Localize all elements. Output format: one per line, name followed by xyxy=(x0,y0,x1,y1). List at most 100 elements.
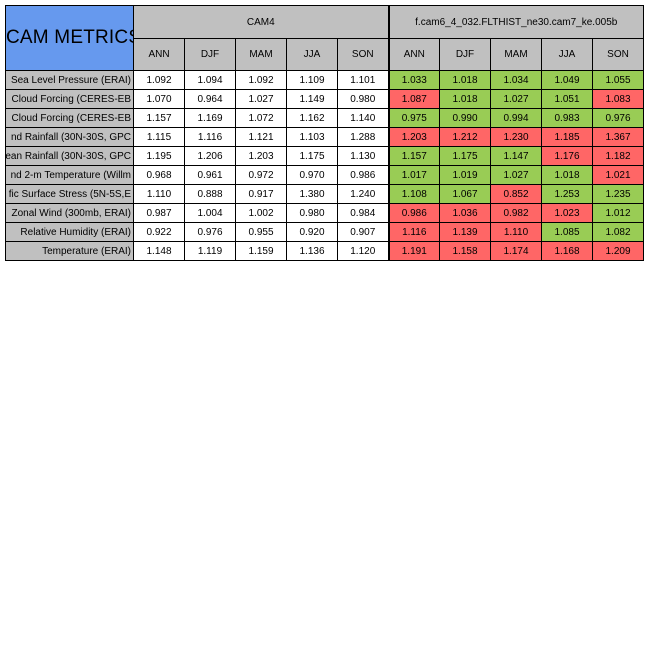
run-value-cell: 1.108 xyxy=(387,184,440,204)
row-label-text: Relative Humidity (ERAI) xyxy=(20,226,131,238)
run-value-cell: 1.116 xyxy=(387,222,440,242)
cam4-value-cell: 1.109 xyxy=(286,70,338,90)
run-value-cell: 0.994 xyxy=(490,108,542,128)
row-label-text: Temperature (ERAI) xyxy=(42,245,131,257)
run-value-cell: 1.027 xyxy=(490,165,542,185)
cam4-value-cell: 0.987 xyxy=(133,203,185,223)
table-row: nd Rainfall (30N-30S, GPC 1.115 1.116 1.121… xyxy=(5,127,644,147)
row-label-text: nd Rainfall (30N-30S, GPC xyxy=(10,131,131,143)
cam4-value-cell: 1.094 xyxy=(184,70,236,90)
cam4-value-cell: 1.195 xyxy=(133,146,185,166)
run-value-cell: 1.253 xyxy=(541,184,593,204)
row-label: Sea Level Pressure (ERAI) xyxy=(5,70,134,90)
cam4-value-cell: 0.922 xyxy=(133,222,185,242)
run-value-cell: 0.976 xyxy=(592,108,644,128)
run-value-cell: 1.209 xyxy=(592,241,644,261)
run-value-cell: 1.182 xyxy=(592,146,644,166)
metrics-table: CAM METRICS CAM4 f.cam6_4_032.FLTHIST_ne… xyxy=(5,5,644,261)
cam4-value-cell: 1.175 xyxy=(286,146,338,166)
run-value-cell: 1.185 xyxy=(541,127,593,147)
run-value-cell: 1.067 xyxy=(439,184,491,204)
row-label-text: fic Surface Stress (5N-5S,E xyxy=(8,188,131,200)
row-label-text: Cloud Forcing (CERES-EB xyxy=(11,112,131,124)
run-value-cell: 1.157 xyxy=(387,146,440,166)
cam4-value-cell: 1.162 xyxy=(286,108,338,128)
cam4-value-cell: 1.169 xyxy=(184,108,236,128)
cam4-value-cell: 0.976 xyxy=(184,222,236,242)
run-value-cell: 1.018 xyxy=(439,70,491,90)
run-value-cell: 1.158 xyxy=(439,241,491,261)
run-value-cell: 1.021 xyxy=(592,165,644,185)
table-row: Zonal Wind (300mb, ERAI) 0.987 1.004 1.002 0… xyxy=(5,203,644,223)
run-value-cell: 0.990 xyxy=(439,108,491,128)
cam4-value-cell: 1.121 xyxy=(235,127,287,147)
cam4-value-cell: 1.288 xyxy=(337,127,389,147)
row-label-text: Zonal Wind (300mb, ERAI) xyxy=(11,207,132,219)
row-label: nd Rainfall (30N-30S, GPC xyxy=(5,127,134,147)
row-label: ean Rainfall (30N-30S, GPC xyxy=(5,146,134,166)
cam4-value-cell: 1.159 xyxy=(235,241,287,261)
run-value-cell: 1.191 xyxy=(387,241,440,261)
run-value-cell: 1.019 xyxy=(439,165,491,185)
cam4-value-cell: 1.203 xyxy=(235,146,287,166)
cam4-value-cell: 1.148 xyxy=(133,241,185,261)
run-value-cell: 1.012 xyxy=(592,203,644,223)
cam4-value-cell: 0.972 xyxy=(235,165,287,185)
cam4-value-cell: 1.110 xyxy=(133,184,185,204)
cam4-value-cell: 0.968 xyxy=(133,165,185,185)
cam4-value-cell: 0.955 xyxy=(235,222,287,242)
row-label-text: ean Rainfall (30N-30S, GPC xyxy=(5,150,132,162)
run-value-cell: 1.230 xyxy=(490,127,542,147)
cam4-value-cell: 0.986 xyxy=(337,165,389,185)
run-value-cell: 1.168 xyxy=(541,241,593,261)
cam4-value-cell: 1.092 xyxy=(235,70,287,90)
run-value-cell: 1.176 xyxy=(541,146,593,166)
cam4-value-cell: 1.240 xyxy=(337,184,389,204)
run-value-cell: 1.027 xyxy=(490,89,542,109)
run-value-cell: 0.975 xyxy=(387,108,440,128)
cam4-value-cell: 1.149 xyxy=(286,89,338,109)
run-value-cell: 1.082 xyxy=(592,222,644,242)
cam4-value-cell: 1.380 xyxy=(286,184,338,204)
row-label-text: Sea Level Pressure (ERAI) xyxy=(10,74,131,86)
season-header-run-ann: ANN xyxy=(387,38,440,71)
table-row: Cloud Forcing (CERES-EB 1.157 1.169 1.072 1.… xyxy=(5,108,644,128)
run-value-cell: 0.982 xyxy=(490,203,542,223)
run-value-cell: 1.203 xyxy=(387,127,440,147)
row-label: Temperature (ERAI) xyxy=(5,241,134,261)
table-row: Relative Humidity (ERAI) 0.922 0.976 0.955 0… xyxy=(5,222,644,242)
season-header-run-jja: JJA xyxy=(541,38,593,71)
cam4-value-cell: 1.027 xyxy=(235,89,287,109)
cam4-value-cell: 1.140 xyxy=(337,108,389,128)
run-value-cell: 0.986 xyxy=(387,203,440,223)
run-value-cell: 1.018 xyxy=(541,165,593,185)
table-row: Temperature (ERAI) 1.148 1.119 1.159 1.136 1.… xyxy=(5,241,644,261)
cam4-value-cell: 1.092 xyxy=(133,70,185,90)
group-header-cam4: CAM4 xyxy=(133,5,389,39)
run-value-cell: 1.139 xyxy=(439,222,491,242)
row-label: Cloud Forcing (CERES-EB xyxy=(5,108,134,128)
season-header-run-son: SON xyxy=(592,38,644,71)
cam4-value-cell: 1.002 xyxy=(235,203,287,223)
cam4-value-cell: 0.917 xyxy=(235,184,287,204)
table-row: Sea Level Pressure (ERAI) 1.092 1.094 1.092… xyxy=(5,70,644,90)
season-header-row: ANN DJF MAM JJA SON ANN DJF MAM JJA SON xyxy=(6,38,644,71)
cam4-value-cell: 1.004 xyxy=(184,203,236,223)
table-title: CAM METRICS xyxy=(5,5,134,71)
run-value-cell: 1.367 xyxy=(592,127,644,147)
run-value-cell: 1.017 xyxy=(387,165,440,185)
table-row: nd 2-m Temperature (Willm 0.968 0.961 0.972… xyxy=(5,165,644,185)
cam4-value-cell: 1.206 xyxy=(184,146,236,166)
run-value-cell: 1.085 xyxy=(541,222,593,242)
season-header-cam4-jja: JJA xyxy=(286,38,338,71)
run-value-cell: 1.147 xyxy=(490,146,542,166)
cam4-value-cell: 1.103 xyxy=(286,127,338,147)
run-value-cell: 1.110 xyxy=(490,222,542,242)
group-header-run: f.cam6_4_032.FLTHIST_ne30.cam7_ke.005b xyxy=(387,5,644,39)
cam4-value-cell: 0.980 xyxy=(337,89,389,109)
run-value-cell: 1.034 xyxy=(490,70,542,90)
cam4-value-cell: 0.888 xyxy=(184,184,236,204)
cam4-value-cell: 1.130 xyxy=(337,146,389,166)
cam4-value-cell: 1.070 xyxy=(133,89,185,109)
cam4-value-cell: 0.920 xyxy=(286,222,338,242)
